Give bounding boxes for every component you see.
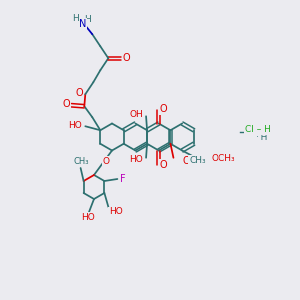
Text: CH₃: CH₃ [189,156,206,165]
Text: O: O [76,88,83,98]
Text: HO: HO [81,212,95,221]
Text: H: H [84,15,91,24]
Text: N: N [79,19,86,29]
Text: HO: HO [69,121,82,130]
Text: F: F [120,174,125,184]
Text: O: O [160,104,168,115]
Text: HO: HO [129,155,143,164]
Text: · H: · H [256,133,268,142]
Text: O: O [160,160,168,170]
Text: H: H [72,14,79,23]
Text: O: O [183,156,190,166]
Text: O: O [103,157,110,166]
Text: O: O [122,53,130,63]
Text: HCl: HCl [247,127,263,137]
Text: OCH₃: OCH₃ [211,154,235,163]
Text: CH₃: CH₃ [74,158,89,166]
Text: HO: HO [110,208,123,217]
Text: Cl – H: Cl – H [245,125,271,134]
Text: O: O [62,99,70,109]
Text: OH: OH [129,110,143,119]
